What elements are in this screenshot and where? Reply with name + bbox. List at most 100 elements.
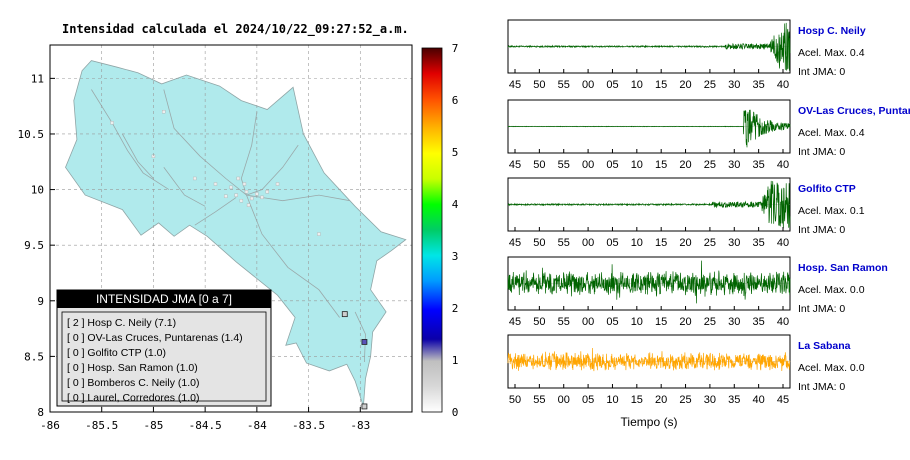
- int-jma-label: Int JMA: 0: [798, 303, 845, 315]
- intensity-map: -86 -85.5 -85 -84.5 -84 -83.5 -8388.599.51010.…: [18, 42, 459, 432]
- waveform-tick-label: 05: [606, 79, 618, 91]
- waveform-tick-label: 50: [533, 316, 545, 328]
- waveform-tick-label: 55: [558, 159, 570, 171]
- legend-entry: [ 0 ] Bomberos C. Neily (1.0): [67, 377, 199, 389]
- waveform-tick-label: 35: [728, 394, 740, 406]
- waveform-tick-label: 00: [582, 316, 594, 328]
- legend-entry: [ 2 ] Hosp C. Neily (7.1): [67, 317, 176, 329]
- colorbar-tick-label: 5: [452, 146, 459, 159]
- station-marker-small: [224, 194, 228, 198]
- station-marker-small: [317, 232, 321, 236]
- waveform-tick-label: 50: [533, 159, 545, 171]
- station-marker-small: [246, 203, 251, 207]
- waveform-tick-label: 35: [753, 79, 765, 91]
- map-x-tick-label: -84.5: [189, 419, 222, 432]
- waveform-tick-label: 15: [655, 159, 667, 171]
- int-jma-label: Int JMA: 0: [798, 66, 845, 78]
- waveform-tick-label: 25: [704, 237, 716, 249]
- map-road-4: [246, 194, 350, 202]
- legend-entry: [ 0 ] Hosp. San Ramon (1.0): [67, 362, 198, 374]
- waveform-tick-label: 45: [509, 79, 521, 91]
- map-x-tick-label: -85.5: [85, 419, 118, 432]
- legend-title: INTENSIDAD JMA [0 a 7]: [96, 292, 232, 306]
- map-road-1: [163, 89, 247, 196]
- colorbar-tick-label: 0: [452, 406, 459, 419]
- page-title: Intensidad calculada el 2024/10/22_09:27…: [62, 22, 409, 36]
- waveform-tick-label: 45: [509, 159, 521, 171]
- acel-max-label: Acel. Max. 0.0: [798, 284, 865, 296]
- station-name: Golfito CTP: [798, 183, 856, 195]
- waveform-tick-label: 30: [728, 159, 740, 171]
- waveform-tick-label: 00: [558, 394, 570, 406]
- map-x-tick-label: -84: [247, 419, 267, 432]
- map-road-9: [354, 311, 366, 363]
- legend-entry: [ 0 ] Golfito CTP (1.0): [67, 347, 166, 359]
- station-marker-small: [213, 182, 218, 186]
- waveform-tick-label: 20: [679, 237, 691, 249]
- station-marker-small: [265, 190, 269, 194]
- waveform-tick-label: 00: [582, 79, 594, 91]
- station-marker-small: [260, 195, 264, 200]
- colorbar-tick-label: 1: [452, 354, 459, 367]
- waveform-tick-label: 40: [777, 237, 789, 249]
- waveform-tick-label: 15: [655, 79, 667, 91]
- waveform-tick-label: 10: [631, 79, 643, 91]
- waveform-panels: 45 50 55 00 05 10 15 20 25 30 35 40 Hosp C. Neily Ace…: [507, 19, 910, 429]
- map-road-0: [91, 89, 170, 190]
- waveform-tick-label: 15: [655, 316, 667, 328]
- colorbar: [421, 47, 443, 413]
- map-x-tick-label: -83.5: [292, 419, 325, 432]
- map-x-tick-label: -86: [40, 419, 60, 432]
- int-jma-label: Int JMA: 0: [798, 146, 845, 158]
- legend-box: [56, 289, 272, 407]
- waveform-tick-label: 35: [753, 159, 765, 171]
- waveform-tick-label: 55: [533, 394, 545, 406]
- waveform-tick-label: 30: [704, 394, 716, 406]
- waveform-tick-label: 25: [704, 316, 716, 328]
- station-marker: [361, 339, 368, 345]
- waveform-tick-label: 10: [631, 316, 643, 328]
- map-road-3: [246, 144, 299, 196]
- station-marker-small: [229, 185, 233, 190]
- station-name: Hosp C. Neily: [798, 25, 866, 37]
- waveform-tick-label: 55: [558, 237, 570, 249]
- legend-entry: [ 0 ] Laurel, Corredores (1.0): [67, 392, 199, 404]
- waveform-tick-label: 25: [704, 79, 716, 91]
- waveform-tick-label: 20: [679, 316, 691, 328]
- map-y-tick-label: 10: [31, 184, 44, 197]
- acel-max-label: Acel. Max. 0.4: [798, 127, 865, 139]
- x-axis-label: Tiempo (s): [621, 415, 678, 429]
- waveform-trace: [507, 260, 791, 304]
- waveform-tick-label: 35: [753, 316, 765, 328]
- waveform-tick-label: 55: [558, 79, 570, 91]
- station-name: Hosp. San Ramon: [798, 262, 888, 274]
- colorbar-tick-label: 2: [452, 302, 459, 315]
- map-frame: [49, 44, 413, 413]
- map-y-tick-label: 8: [37, 406, 44, 419]
- waveform-trace: [507, 109, 791, 148]
- waveform-tick-label: 00: [582, 159, 594, 171]
- map-y-tick-label: 10.5: [18, 128, 45, 141]
- waveform-tick-label: 30: [728, 316, 740, 328]
- acel-max-label: Acel. Max. 0.0: [798, 362, 865, 374]
- station-marker: [361, 403, 368, 410]
- map-road-7: [122, 133, 154, 179]
- acel-max-label: Acel. Max. 0.4: [798, 47, 865, 59]
- int-jma-label: Int JMA: 0: [798, 224, 845, 236]
- map-y-tick-label: 9: [37, 295, 44, 308]
- station-marker-small: [244, 190, 249, 194]
- waveform-tick-label: 00: [582, 237, 594, 249]
- station-marker: [341, 311, 348, 318]
- waveform-tick-label: 30: [728, 237, 740, 249]
- waveform-tick-label: 50: [533, 79, 545, 91]
- waveform-tick-label: 40: [777, 79, 789, 91]
- waveform-tick-label: 05: [606, 159, 618, 171]
- waveform-tick-label: 45: [777, 394, 789, 406]
- station-marker-small: [236, 176, 240, 181]
- waveform-tick-label: 20: [679, 79, 691, 91]
- waveform-tick-label: 10: [631, 159, 643, 171]
- station-marker-small: [193, 176, 197, 181]
- waveform-tick-label: 50: [533, 237, 545, 249]
- waveform-trace: [507, 347, 791, 372]
- station-marker-small: [162, 110, 166, 114]
